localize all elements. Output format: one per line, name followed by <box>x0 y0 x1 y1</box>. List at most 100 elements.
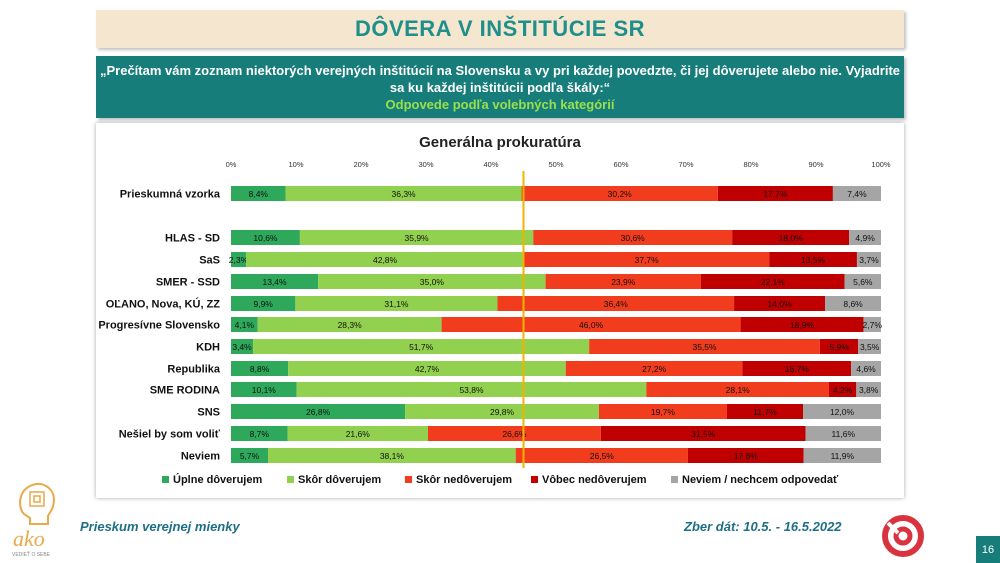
data-label: 17,8% <box>734 451 759 461</box>
legend-label: Vôbec nedôverujem <box>542 474 647 486</box>
bar-segment <box>742 361 852 376</box>
data-label: 38,1% <box>380 451 405 461</box>
bar-segment <box>427 426 601 441</box>
data-label: 51,7% <box>409 342 434 352</box>
data-label: 8,8% <box>250 364 270 374</box>
page-title-bar: DÔVERA V INŠTITÚCIE SR <box>96 10 904 48</box>
category-label: Neviem <box>181 451 220 463</box>
data-label: 8,6% <box>843 299 863 309</box>
page-title: DÔVERA V INŠTITÚCIE SR <box>354 16 646 41</box>
category-label: Republika <box>167 364 220 376</box>
legend-swatch <box>405 476 412 483</box>
ako-logo: ako VEDIEŤ O SEBE <box>12 482 56 558</box>
category-label: Nešiel by som voliť <box>119 429 221 441</box>
x-tick-label: 20% <box>353 160 368 169</box>
data-label: 18,0% <box>779 233 804 243</box>
category-label: SMER - SSD <box>156 277 220 289</box>
data-label: 30,2% <box>608 189 633 199</box>
bar-segment <box>515 448 688 463</box>
data-label: 37,7% <box>635 255 660 265</box>
ako-logo-head-icon <box>19 482 56 525</box>
bar-segment <box>231 252 246 267</box>
x-tick-label: 0% <box>226 160 237 169</box>
data-label: 28,3% <box>338 320 363 330</box>
bar-segment <box>717 186 833 201</box>
data-label: 4,9% <box>855 233 875 243</box>
legend-swatch <box>287 476 294 483</box>
bar-segment <box>832 186 881 201</box>
bar-segment <box>849 230 881 245</box>
data-label: 11,6% <box>832 429 856 439</box>
x-tick-label: 60% <box>613 160 628 169</box>
data-label: 4,2% <box>833 385 853 395</box>
data-label: 10,6% <box>253 233 278 243</box>
collection-dates: Zber dát: 10.5. - 16.5.2022 <box>684 519 842 534</box>
bar-segment <box>231 448 269 463</box>
bar-segment <box>231 404 406 419</box>
data-label: 5,9% <box>829 342 849 352</box>
data-label: 13,4% <box>262 277 287 287</box>
bar-segment <box>405 404 599 419</box>
x-tick-label: 50% <box>548 160 563 169</box>
ako-logo-tagline: VEDIEŤ O SEBE <box>12 550 51 558</box>
bar-segment <box>288 361 566 376</box>
legend-label: Úplne dôverujem <box>173 473 262 486</box>
question-subtitle: Odpovede podľa volebných kategórií <box>385 97 615 112</box>
data-label: 3,5% <box>860 342 880 352</box>
category-label: SNS <box>197 407 220 419</box>
data-label: 7,4% <box>847 189 867 199</box>
legend-label: Neviem / nechcem odpovedať <box>682 474 839 486</box>
category-label: HLAS - SD <box>165 233 220 245</box>
bar-segment <box>231 317 258 332</box>
data-label: 9,9% <box>253 299 273 309</box>
bar-segment <box>285 186 522 201</box>
legend-label: Skôr dôverujem <box>298 474 381 486</box>
bar-segment <box>296 382 647 397</box>
data-label: 36,3% <box>392 189 417 199</box>
chart-title: Generálna prokuratúra <box>419 134 581 151</box>
bar-segment <box>565 361 743 376</box>
bar-segment <box>803 448 881 463</box>
data-label: 35,9% <box>405 233 430 243</box>
data-label: 35,5% <box>692 342 717 352</box>
category-label: SaS <box>199 255 220 267</box>
ako-logo-text: ako <box>13 526 45 551</box>
bar-segment <box>858 339 881 354</box>
data-label: 30,6% <box>621 233 646 243</box>
bar-segment <box>441 317 741 332</box>
category-label: SME RODINA <box>150 385 220 397</box>
data-label: 8,7% <box>250 429 270 439</box>
data-label: 28,1% <box>726 385 751 395</box>
bar-segment <box>805 426 881 441</box>
bar-segment <box>598 404 727 419</box>
data-label: 5,6% <box>853 277 873 287</box>
data-label: 3,4% <box>232 342 252 352</box>
data-label: 19,7% <box>651 407 676 417</box>
page-number: 16 <box>976 536 1000 563</box>
bar-segment <box>231 426 288 441</box>
bar-segment <box>257 317 442 332</box>
data-label: 29,8% <box>490 407 515 417</box>
data-label: 4,1% <box>235 320 255 330</box>
bar-segment <box>533 230 733 245</box>
data-label: 42,8% <box>373 255 398 265</box>
category-label: Progresívne Slovensko <box>98 320 220 332</box>
question-text: „Prečítam vám zoznam niektorých verejnýc… <box>99 63 901 95</box>
data-label: 31,5% <box>691 429 716 439</box>
bar-segment <box>700 274 845 289</box>
brand-circle-icon <box>882 515 924 557</box>
bar-segment <box>825 296 881 311</box>
data-label: 11,7% <box>753 407 777 417</box>
bar-segment <box>844 274 881 289</box>
data-label: 26,6% <box>502 429 527 439</box>
bar-segment <box>803 404 881 419</box>
bar-segment <box>318 274 546 289</box>
bar-segment <box>524 252 770 267</box>
data-label: 11,9% <box>831 451 855 461</box>
bar-segment <box>740 317 864 332</box>
data-label: 21,6% <box>346 429 371 439</box>
data-label: 8,4% <box>249 189 269 199</box>
data-label: 23,9% <box>611 277 636 287</box>
legend-swatch <box>671 476 678 483</box>
data-label: 3,7% <box>859 255 879 265</box>
